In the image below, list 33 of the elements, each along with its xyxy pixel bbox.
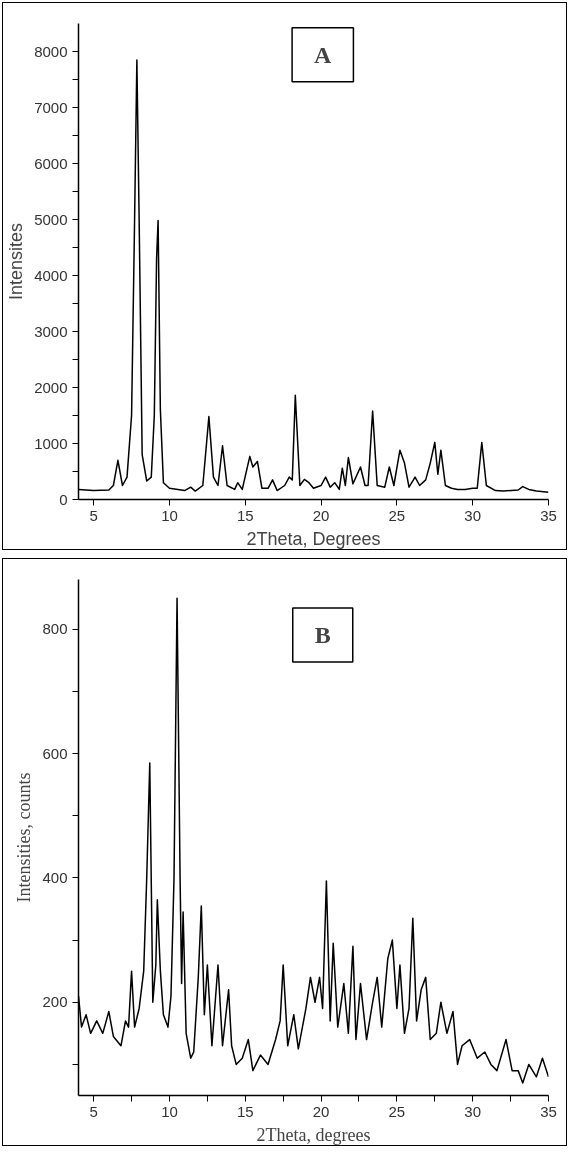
x-tick-label: 20 (312, 506, 330, 524)
annotation: B (314, 622, 331, 649)
y-tick-label: 2000 (34, 378, 68, 396)
x-tick-label: 35 (540, 1102, 557, 1120)
x-tick-label: 5 (89, 506, 98, 524)
y-tick-label: 1000 (34, 434, 68, 452)
y-tick-label: 4000 (34, 266, 68, 284)
x-tick-label: 10 (161, 1102, 178, 1120)
x-tick-label: 35 (540, 506, 557, 524)
y-tick-label: 600 (42, 744, 68, 762)
x-tick-label: 15 (236, 506, 254, 524)
x-tick-label: 30 (464, 506, 482, 524)
y-tick-label: 400 (42, 868, 68, 886)
x-axis-title: 2Theta, Degrees (246, 528, 381, 549)
y-tick-label: 6000 (34, 154, 68, 172)
y-tick-label: 0 (59, 490, 68, 508)
y-axis-title: Intensities, counts (14, 772, 35, 903)
x-tick-label: 25 (388, 506, 406, 524)
x-tick-label: 25 (388, 1102, 406, 1120)
x-tick-label: 30 (464, 1102, 482, 1120)
y-tick-label: 200 (42, 993, 68, 1011)
y-axis-title: Intensites (6, 222, 27, 301)
y-tick-label: 7000 (34, 98, 68, 116)
x-tick-label: 10 (161, 506, 178, 524)
annotation: A (314, 41, 333, 68)
y-tick-label: 800 (42, 620, 68, 638)
x-tick-label: 20 (312, 1102, 330, 1120)
y-tick-label: 5000 (34, 210, 68, 228)
y-tick-label: 8000 (34, 42, 68, 60)
y-tick-label: 3000 (34, 322, 68, 340)
x-tick-label: 15 (236, 1102, 254, 1120)
x-axis-title: 2Theta, degrees (256, 1124, 371, 1145)
x-tick-label: 5 (89, 1102, 98, 1120)
